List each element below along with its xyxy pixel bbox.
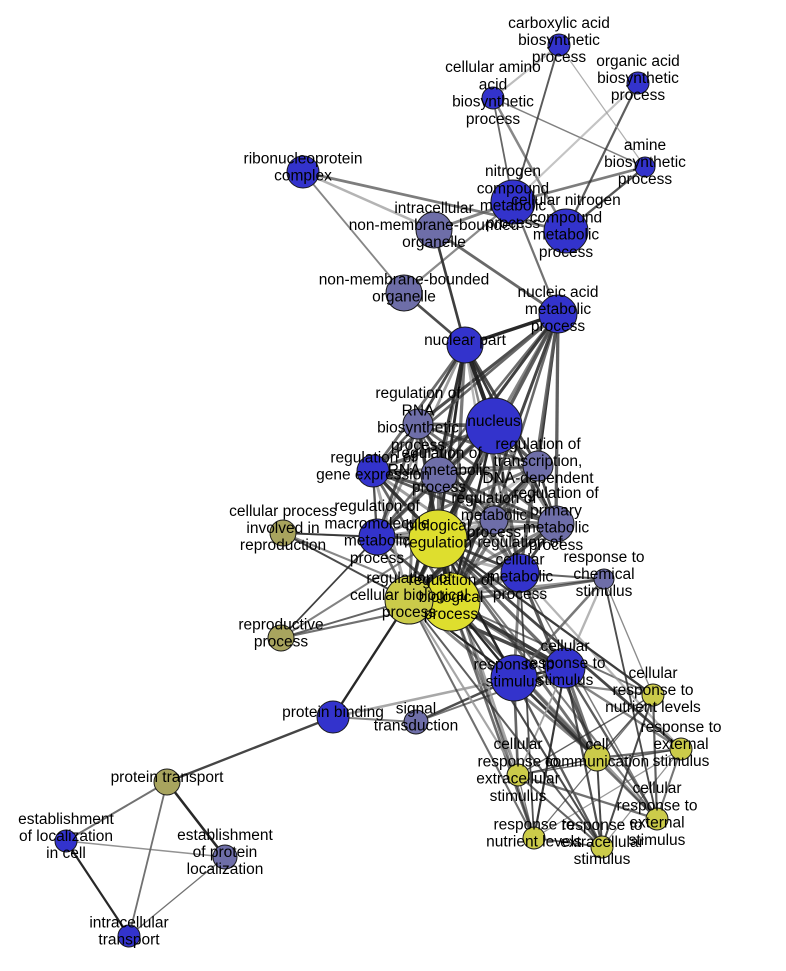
svg-text:involved in: involved in [246, 520, 319, 537]
svg-text:cell: cell [585, 736, 608, 753]
svg-text:process: process [531, 318, 586, 335]
svg-text:establishment: establishment [18, 811, 114, 828]
svg-text:metabolic: metabolic [487, 569, 554, 586]
svg-text:process: process [382, 604, 437, 621]
svg-text:biosynthetic: biosynthetic [604, 154, 686, 171]
svg-text:transcription,: transcription, [494, 453, 583, 470]
svg-text:nucleic acid: nucleic acid [518, 284, 599, 301]
svg-text:primary: primary [530, 502, 582, 519]
svg-text:cellular: cellular [540, 638, 589, 655]
svg-text:regulation of: regulation of [495, 436, 581, 453]
svg-text:transport: transport [98, 932, 160, 949]
svg-text:reproductive: reproductive [238, 616, 323, 633]
svg-text:biosynthetic: biosynthetic [518, 32, 600, 49]
svg-text:process: process [493, 586, 548, 603]
svg-text:reproduction: reproduction [240, 537, 326, 554]
svg-text:in cell: in cell [46, 845, 86, 862]
svg-text:organelle: organelle [372, 289, 436, 306]
svg-text:of protein: of protein [193, 844, 258, 861]
svg-text:biosynthetic: biosynthetic [597, 70, 679, 87]
svg-text:protein transport: protein transport [111, 769, 225, 786]
svg-text:metabolic: metabolic [525, 301, 592, 318]
svg-text:nuclear part: nuclear part [424, 332, 507, 349]
svg-text:of localization: of localization [19, 828, 113, 845]
svg-text:response to: response to [562, 817, 643, 834]
svg-text:cellular: cellular [495, 551, 544, 568]
svg-text:regulation of: regulation of [477, 534, 563, 551]
svg-text:signal: signal [396, 700, 437, 717]
svg-text:regulation of: regulation of [375, 385, 461, 402]
svg-text:intracellular: intracellular [89, 914, 168, 931]
svg-text:protein binding: protein binding [282, 704, 384, 721]
svg-text:localization: localization [187, 861, 264, 878]
svg-text:nucleus: nucleus [467, 413, 521, 430]
svg-text:external: external [653, 736, 708, 753]
svg-text:organic acid: organic acid [596, 53, 680, 70]
svg-text:process: process [254, 634, 309, 651]
svg-text:RNA: RNA [402, 402, 435, 419]
svg-text:biological: biological [406, 517, 471, 534]
svg-text:extracellular: extracellular [476, 771, 560, 788]
svg-text:process: process [611, 87, 666, 104]
svg-text:intracellular: intracellular [394, 200, 473, 217]
svg-text:stimulus: stimulus [537, 672, 594, 689]
svg-text:stimulus: stimulus [653, 753, 710, 770]
svg-text:extracellular: extracellular [560, 834, 644, 851]
svg-text:cellular nitrogen: cellular nitrogen [511, 192, 620, 209]
svg-text:cellular: cellular [628, 665, 677, 682]
svg-text:nutrient levels: nutrient levels [605, 699, 701, 716]
svg-text:process: process [539, 244, 594, 261]
svg-text:regulation of: regulation of [366, 570, 452, 587]
svg-text:regulation of: regulation of [334, 498, 420, 515]
svg-text:response to: response to [525, 655, 606, 672]
svg-text:chemical: chemical [573, 566, 634, 583]
svg-text:biosynthetic: biosynthetic [377, 420, 459, 437]
svg-text:response to: response to [564, 549, 645, 566]
svg-text:cellular amino: cellular amino [445, 59, 541, 76]
svg-text:transduction: transduction [374, 718, 458, 735]
svg-text:biosynthetic: biosynthetic [452, 94, 534, 111]
svg-text:response to: response to [613, 682, 694, 699]
svg-text:establishment: establishment [177, 827, 273, 844]
svg-text:RNA metabolic: RNA metabolic [388, 462, 491, 479]
svg-text:cellular: cellular [632, 780, 681, 797]
svg-text:cellular process: cellular process [229, 503, 337, 520]
svg-text:ribonucleoprotein: ribonucleoprotein [244, 150, 363, 167]
svg-text:metabolic: metabolic [461, 507, 528, 524]
svg-text:process: process [466, 111, 521, 128]
svg-text:response to: response to [478, 753, 559, 770]
svg-text:non-membrane-bounded: non-membrane-bounded [319, 271, 490, 288]
svg-text:stimulus: stimulus [490, 788, 547, 805]
svg-text:regulation of: regulation of [451, 490, 537, 507]
svg-text:response to: response to [641, 719, 722, 736]
svg-text:metabolic: metabolic [344, 533, 411, 550]
svg-text:cellular biological: cellular biological [350, 587, 468, 604]
svg-text:acid: acid [479, 76, 507, 93]
svg-text:process: process [618, 171, 673, 188]
svg-text:response to: response to [617, 797, 698, 814]
svg-text:stimulus: stimulus [576, 583, 633, 600]
svg-text:amine: amine [624, 137, 666, 154]
svg-text:regulation: regulation [404, 535, 472, 552]
svg-text:process: process [350, 550, 405, 567]
svg-text:stimulus: stimulus [486, 674, 543, 691]
svg-text:cellular: cellular [493, 736, 542, 753]
svg-text:nitrogen: nitrogen [485, 163, 541, 180]
svg-text:compound: compound [530, 209, 602, 226]
svg-text:metabolic: metabolic [533, 227, 600, 244]
svg-text:complex: complex [274, 168, 332, 185]
svg-text:regulation of: regulation of [396, 445, 482, 462]
svg-text:carboxylic acid: carboxylic acid [508, 15, 610, 32]
svg-text:communication: communication [545, 754, 649, 771]
svg-text:stimulus: stimulus [574, 851, 631, 868]
svg-text:organelle: organelle [402, 234, 466, 251]
